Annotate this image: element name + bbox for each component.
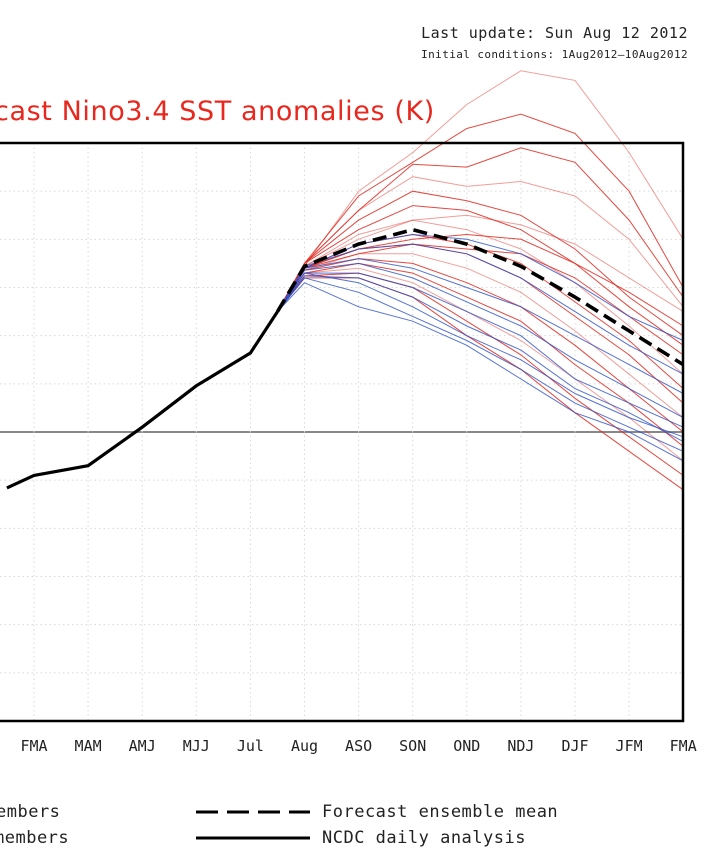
x-tick-labels: FMA MAM AMJ MJJ Jul Aug ASO SON OND NDJ DJF JFM FMA bbox=[20, 737, 696, 755]
ensemble-member-blue-line bbox=[277, 272, 684, 428]
legend-analysis-label: NCDC daily analysis bbox=[322, 828, 526, 848]
ensemble-member-red-line bbox=[277, 258, 684, 433]
x-tick-label: ASO bbox=[345, 737, 372, 755]
chart-title: cast Nino3.4 SST anomalies (K) bbox=[0, 96, 435, 127]
legend bbox=[196, 810, 310, 840]
ensemble-member-blue-line bbox=[277, 282, 684, 462]
ensemble-member-red-line bbox=[277, 190, 684, 337]
ensemble-member-red-line bbox=[277, 147, 684, 312]
ensemble-member-red-line bbox=[277, 205, 684, 346]
legend-mean-label: Forecast ensemble mean bbox=[322, 802, 559, 822]
ensemble-member-red-line bbox=[277, 233, 684, 327]
x-tick-label: MJJ bbox=[183, 737, 210, 755]
x-tick-label: JFM bbox=[616, 737, 643, 755]
x-tick-label: Aug bbox=[291, 737, 318, 755]
x-tick-label: DJF bbox=[561, 737, 588, 755]
ensemble-member-red-line bbox=[277, 113, 684, 312]
ensemble-members bbox=[277, 70, 684, 491]
last-update-text: Last update: Sun Aug 12 2012 bbox=[421, 24, 688, 42]
main-lines bbox=[6, 227, 685, 490]
ensemble-member-blue-line bbox=[277, 262, 684, 419]
x-tick-label: NDJ bbox=[507, 737, 534, 755]
ensemble-member-red-line bbox=[277, 243, 684, 356]
x-tick-label: FMA bbox=[670, 737, 697, 755]
initial-conditions-text: Initial conditions: 1Aug2012–10Aug2012 bbox=[421, 48, 688, 61]
ensemble-mean-line bbox=[275, 227, 685, 367]
ensemble-member-blue-line bbox=[277, 243, 684, 375]
x-tick-label: AMJ bbox=[129, 737, 156, 755]
x-tick-label: MAM bbox=[75, 737, 102, 755]
ensemble-member-red-line bbox=[277, 243, 684, 404]
x-tick-label: OND bbox=[453, 737, 480, 755]
ensemble-member-red-line bbox=[277, 176, 684, 312]
ensemble-member-red-line bbox=[277, 272, 684, 476]
legend-red-members-label: embers bbox=[0, 802, 61, 822]
plot-frame bbox=[0, 141, 685, 723]
observed-analysis-line bbox=[6, 310, 279, 490]
x-tick-label: SON bbox=[399, 737, 426, 755]
grid-lines bbox=[0, 143, 684, 721]
ensemble-member-blue-line bbox=[277, 275, 684, 443]
x-tick-label: FMA bbox=[20, 737, 47, 755]
ensemble-member-red-line bbox=[277, 219, 684, 375]
ensemble-member-blue-line bbox=[277, 258, 684, 394]
ensemble-member-blue-line bbox=[277, 277, 684, 452]
legend-blue-members-label: members bbox=[0, 828, 70, 848]
ensemble-member-red-line bbox=[277, 262, 684, 447]
x-tick-label: Jul bbox=[237, 737, 264, 755]
